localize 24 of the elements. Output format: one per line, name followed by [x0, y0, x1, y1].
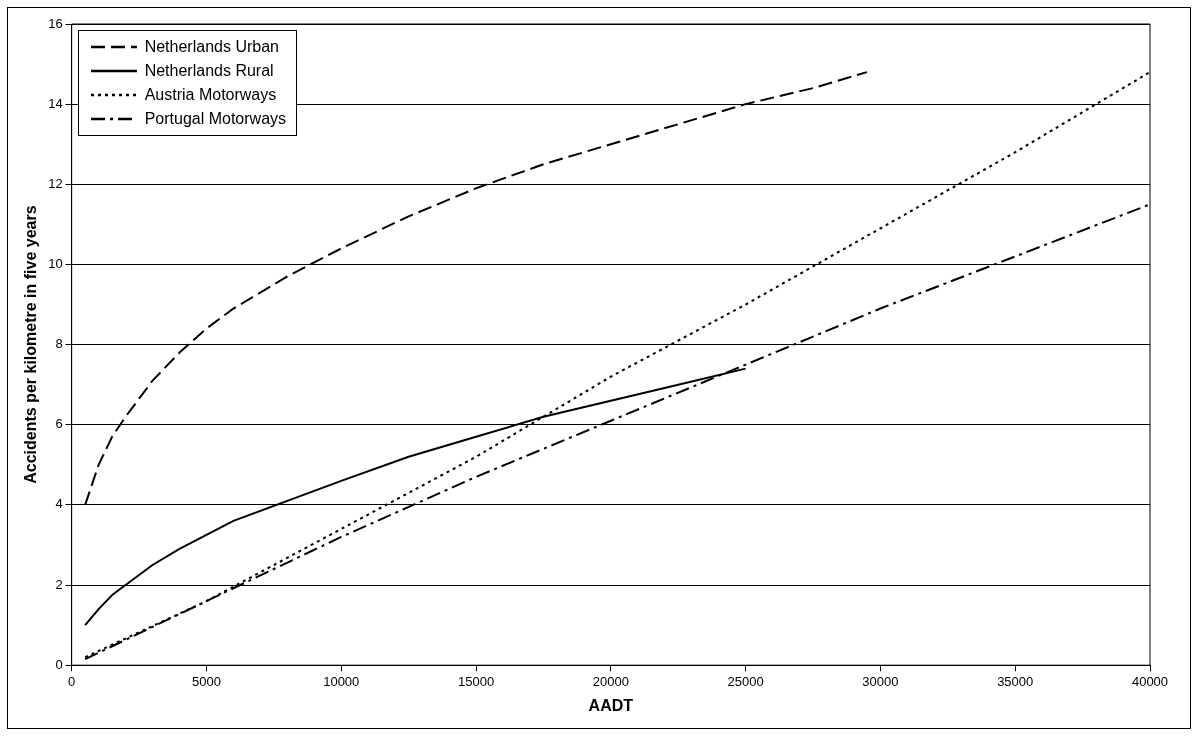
x-tick-label: 30000 — [862, 673, 899, 689]
y-axis-title: Accidents per kilometre in five years — [22, 205, 40, 484]
x-tick-label: 20000 — [592, 673, 629, 689]
y-tick-label: 16 — [48, 15, 63, 31]
x-tick-label: 0 — [68, 673, 76, 689]
x-tick-label: 10000 — [323, 673, 360, 689]
x-axis-title: AADT — [588, 696, 634, 714]
y-tick-label: 4 — [55, 496, 63, 512]
x-tick-label: 25000 — [727, 673, 764, 689]
y-tick-label: 0 — [55, 656, 63, 672]
y-tick-label: 14 — [48, 95, 63, 111]
x-tick-label: 35000 — [997, 673, 1034, 689]
legend-label: Netherlands Urban — [144, 38, 279, 56]
x-tick-label: 5000 — [191, 673, 221, 689]
y-tick-label: 6 — [55, 416, 63, 432]
y-tick-label: 12 — [48, 175, 63, 191]
y-tick-label: 8 — [55, 336, 63, 352]
y-tick-label: 2 — [55, 576, 63, 592]
legend-label: Portugal Motorways — [144, 110, 287, 128]
y-tick-label: 10 — [48, 256, 63, 272]
x-tick-label: 15000 — [457, 673, 495, 689]
x-tick-label: 40000 — [1131, 673, 1169, 689]
legend-label: Austria Motorways — [144, 86, 277, 104]
legend-label: Netherlands Rural — [144, 62, 274, 80]
